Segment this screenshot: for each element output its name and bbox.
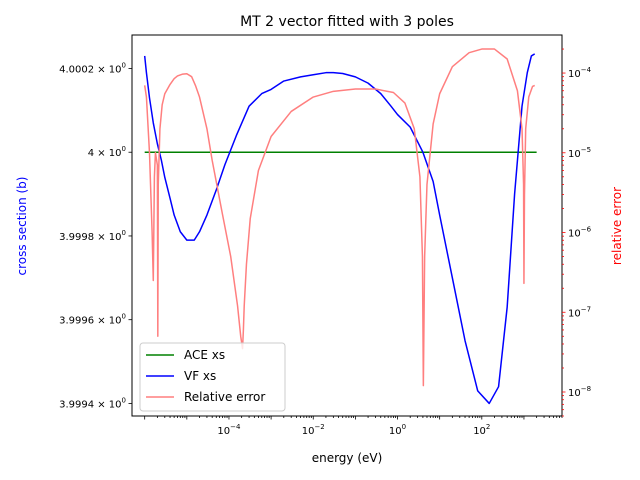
right-tick-label: 10−6 xyxy=(568,226,592,240)
x-axis-label: energy (eV) xyxy=(312,451,383,465)
legend: ACE xs VF xs Relative error xyxy=(139,342,286,412)
legend-label-vf: VF xs xyxy=(184,369,216,383)
legend-label-relerr: Relative error xyxy=(184,390,265,404)
left-axis-ticks: 4.0002 × 100 4 × 100 3.9998 × 100 3.9996 × … xyxy=(59,61,132,410)
left-tick-label: 3.9994 × 100 xyxy=(59,396,126,410)
right-tick-label: 10−5 xyxy=(568,146,591,160)
right-tick-label: 10−4 xyxy=(568,66,592,80)
chart-title: MT 2 vector fitted with 3 poles xyxy=(240,14,454,30)
right-tick-label: 10−7 xyxy=(568,305,591,319)
left-tick-label: 4 × 100 xyxy=(88,145,126,159)
x-axis-ticks: 10−4 10−2 100 102 xyxy=(144,416,563,437)
series-layer xyxy=(143,48,537,405)
left-axis-label: cross section (b) xyxy=(15,177,29,276)
plot-frame xyxy=(131,34,563,417)
legend-label-ace: ACE xs xyxy=(184,348,225,362)
x-tick-label: 100 xyxy=(389,423,406,437)
x-tick-label: 10−4 xyxy=(217,423,241,437)
x-tick-label: 10−2 xyxy=(302,423,325,437)
left-tick-label: 3.9996 × 100 xyxy=(59,313,126,327)
right-axis-label: relative error xyxy=(610,187,624,265)
left-tick-label: 3.9998 × 100 xyxy=(59,229,126,243)
x-tick-label: 102 xyxy=(473,423,490,437)
right-axis-ticks: 10−4 10−5 10−6 10−7 10−8 xyxy=(562,48,592,417)
left-tick-label: 4.0002 × 100 xyxy=(59,61,126,75)
legend-box xyxy=(139,342,286,412)
series-line-relative-error xyxy=(143,48,536,387)
right-tick-label: 10−8 xyxy=(568,385,591,399)
series-line-vf-xs xyxy=(143,53,536,405)
